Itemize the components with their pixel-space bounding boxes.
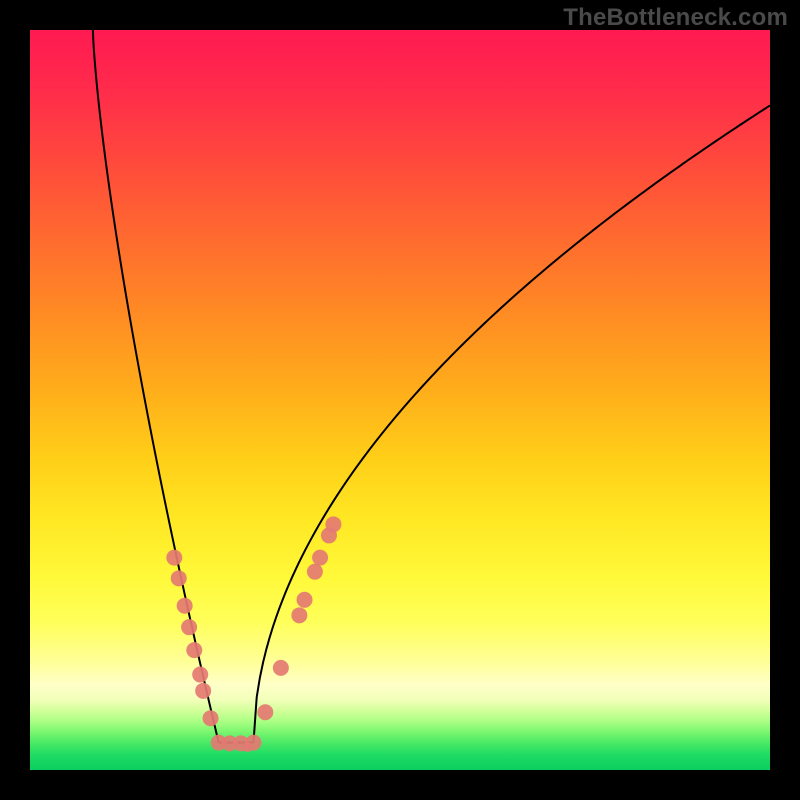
marker-dot (307, 564, 323, 580)
marker-dot (257, 704, 273, 720)
plot-area (30, 30, 770, 770)
curve-right-branch (253, 105, 770, 742)
watermark-text: TheBottleneck.com (563, 4, 788, 32)
marker-dot (312, 550, 328, 566)
marker-dot (243, 742, 253, 752)
marker-group (166, 516, 341, 752)
chart-svg (30, 30, 770, 770)
marker-dot (297, 592, 313, 608)
marker-dot (291, 607, 307, 623)
marker-dot (171, 570, 187, 586)
marker-dot (166, 550, 182, 566)
marker-dot (192, 667, 208, 683)
marker-dot (177, 598, 193, 614)
curve-left-branch (93, 30, 219, 743)
marker-dot (186, 642, 202, 658)
outer-frame: TheBottleneck.com (0, 0, 800, 800)
marker-dot (195, 683, 211, 699)
marker-dot (181, 619, 197, 635)
marker-dot (203, 710, 219, 726)
marker-dot (325, 516, 341, 532)
marker-dot (273, 660, 289, 676)
